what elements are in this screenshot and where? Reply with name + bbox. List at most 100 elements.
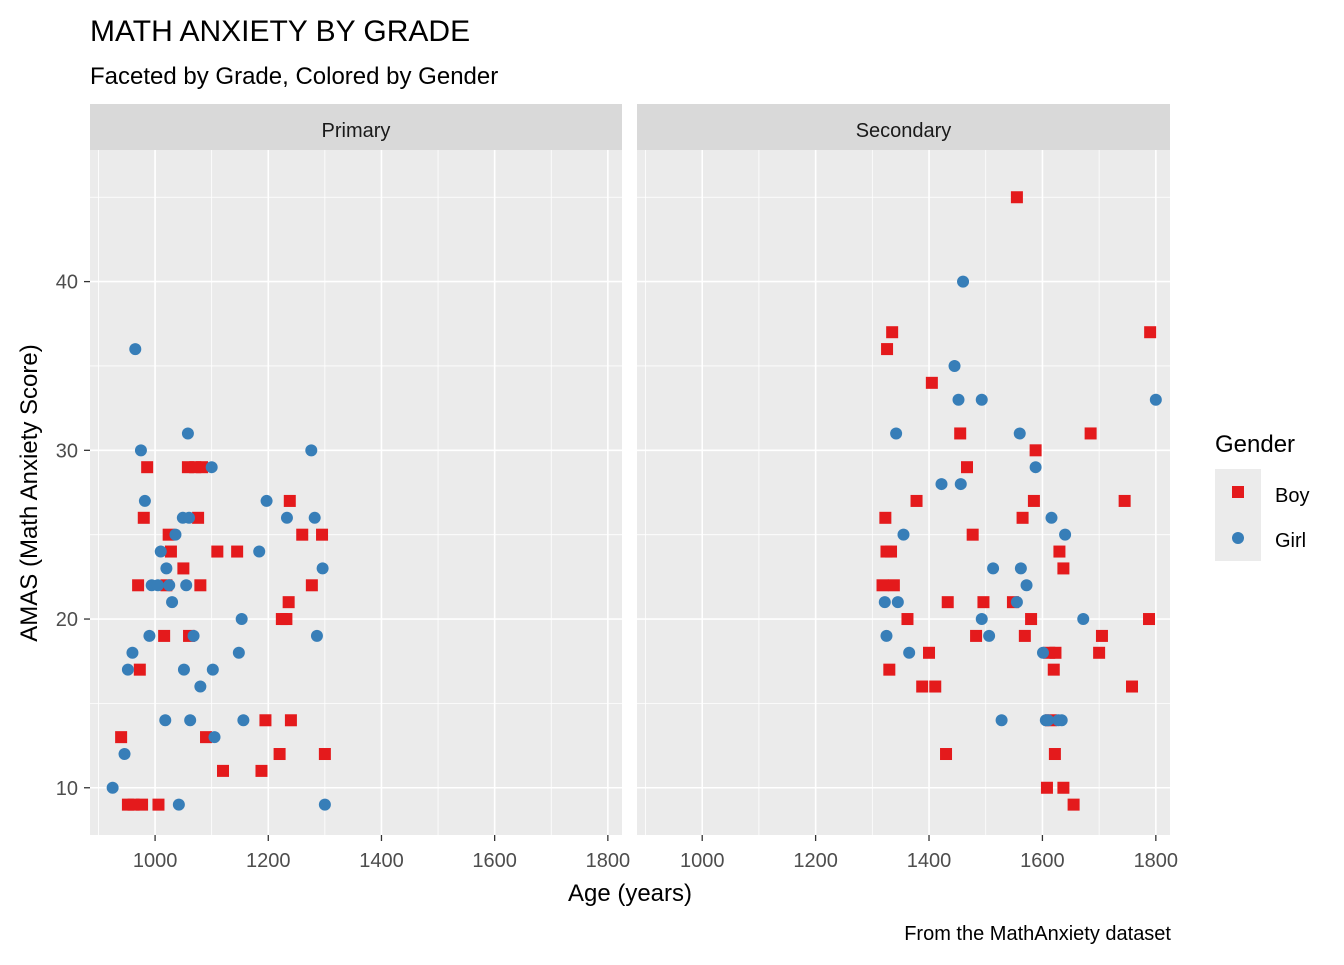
data-point-girl <box>166 596 179 609</box>
x-tick-label: 1400 <box>359 850 404 872</box>
plot-background-primary <box>90 150 622 835</box>
data-point-girl <box>206 663 219 676</box>
data-point-boy <box>137 511 150 524</box>
data-point-boy <box>954 427 967 440</box>
y-tick-label: 10 <box>56 778 78 800</box>
data-point-boy <box>886 326 899 339</box>
data-point-boy <box>1048 748 1061 761</box>
data-point-boy <box>284 714 297 727</box>
data-point-girl <box>995 714 1008 727</box>
data-point-girl <box>121 663 134 676</box>
data-point-boy <box>885 545 898 558</box>
data-point-boy <box>923 646 936 659</box>
data-point-girl <box>318 798 331 811</box>
data-point-girl <box>177 663 190 676</box>
data-point-girl <box>1010 596 1023 609</box>
data-point-girl <box>151 579 164 592</box>
data-point-girl <box>1055 714 1068 727</box>
data-point-boy <box>1057 781 1070 794</box>
data-point-boy <box>925 376 938 389</box>
data-point-boy <box>280 613 293 626</box>
data-point-boy <box>318 748 331 761</box>
x-tick-label: 1600 <box>1020 850 1065 872</box>
data-point-boy <box>1029 444 1042 457</box>
data-point-boy <box>929 680 942 693</box>
legend: Gender Boy Girl <box>1215 431 1309 561</box>
data-point-girl <box>987 562 1000 575</box>
data-point-boy <box>1010 191 1023 204</box>
data-point-boy <box>1027 494 1040 507</box>
y-tick-label: 40 <box>56 272 78 294</box>
y-tick-label: 30 <box>56 440 78 462</box>
data-point-girl <box>1045 511 1058 524</box>
data-point-boy <box>1040 781 1053 794</box>
data-point-girl <box>194 680 207 693</box>
data-point-boy <box>966 528 979 541</box>
data-point-boy <box>881 343 894 356</box>
data-point-girl <box>126 646 139 659</box>
legend-label-boy: Boy <box>1275 485 1309 507</box>
facet-panel-secondary: Secondary 1000 1200 1400 1600 1800 <box>637 104 1179 873</box>
data-point-girl <box>154 545 167 558</box>
data-point-boy <box>901 613 914 626</box>
data-point-boy <box>164 545 177 558</box>
facet-panels: Primary 1000 1200 1400 1600 1800 10 20 30 40 Secon… <box>56 104 1179 873</box>
data-point-boy <box>1067 798 1080 811</box>
data-point-girl <box>957 275 970 288</box>
data-point-boy <box>1144 326 1157 339</box>
data-point-boy <box>282 596 295 609</box>
data-point-girl <box>232 646 245 659</box>
data-point-girl <box>134 444 147 457</box>
x-tick-label: 1200 <box>246 850 291 872</box>
data-point-girl <box>952 393 965 406</box>
data-point-boy <box>273 748 286 761</box>
data-point-girl <box>143 629 156 642</box>
data-point-boy <box>158 629 171 642</box>
data-point-boy <box>194 579 207 592</box>
data-point-girl <box>948 359 961 372</box>
x-axis-label: Age (years) <box>568 880 692 907</box>
data-point-girl <box>954 478 967 491</box>
data-point-girl <box>897 528 910 541</box>
data-point-girl <box>310 629 323 642</box>
data-point-boy <box>152 798 165 811</box>
data-point-boy <box>259 714 272 727</box>
data-point-girl <box>903 646 916 659</box>
data-point-girl <box>1029 461 1042 474</box>
data-point-boy <box>132 579 145 592</box>
data-point-boy <box>916 680 929 693</box>
facet-panel-primary: Primary 1000 1200 1400 1600 1800 10 20 30 40 <box>56 104 631 873</box>
data-point-girl <box>129 343 142 356</box>
data-point-girl <box>172 798 185 811</box>
data-point-girl <box>308 511 321 524</box>
data-point-girl <box>880 629 893 642</box>
data-point-girl <box>280 511 293 524</box>
facet-strip-primary <box>90 104 622 150</box>
y-tick-label: 20 <box>56 609 78 631</box>
data-point-boy <box>977 596 990 609</box>
data-point-boy <box>1025 613 1038 626</box>
data-point-girl <box>118 748 131 761</box>
data-point-girl <box>1036 646 1049 659</box>
data-point-girl <box>138 494 151 507</box>
legend-label-girl: Girl <box>1275 530 1306 552</box>
data-point-boy <box>970 629 983 642</box>
data-point-girl <box>187 629 200 642</box>
data-point-boy <box>1047 663 1060 676</box>
data-point-boy <box>200 731 213 744</box>
data-point-girl <box>935 478 948 491</box>
legend-title: Gender <box>1215 431 1295 458</box>
x-tick-label: 1600 <box>472 850 517 872</box>
data-point-girl <box>237 714 250 727</box>
data-point-boy <box>1093 646 1106 659</box>
data-point-girl <box>316 562 329 575</box>
x-tick-label: 1800 <box>586 850 631 872</box>
data-point-girl <box>1077 613 1090 626</box>
data-point-girl <box>891 596 904 609</box>
x-tick-label: 1800 <box>1134 850 1179 872</box>
data-point-boy <box>196 461 209 474</box>
plot-background-secondary <box>637 150 1170 835</box>
data-point-girl <box>181 427 194 440</box>
data-point-boy <box>883 663 896 676</box>
